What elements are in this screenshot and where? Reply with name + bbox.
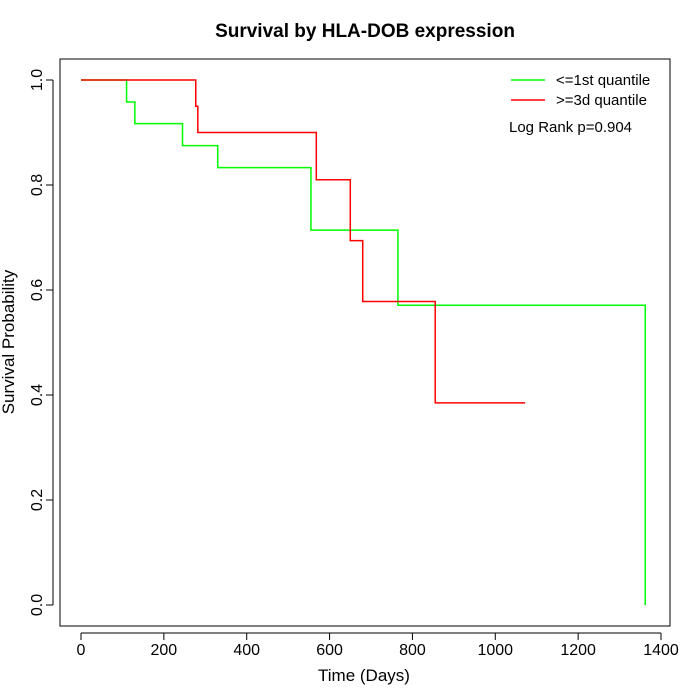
y-tick-label: 0.4: [29, 384, 46, 406]
series-line-2: [81, 79, 526, 404]
legend: <=1st quantile >=3d quantile: [511, 72, 650, 109]
legend-label-1: <=1st quantile: [556, 72, 650, 89]
x-tick-label: 400: [233, 642, 260, 659]
y-tick-label: 0.2: [29, 489, 46, 511]
x-tick-label: 1000: [477, 642, 513, 659]
x-axis: 0 200 400 600 800 1000 1200 1400: [77, 632, 679, 659]
y-tick-label: 0.8: [29, 174, 46, 196]
y-tick-label: 1.0: [29, 69, 46, 91]
x-tick-label: 200: [151, 642, 178, 659]
legend-label-2: >=3d quantile: [556, 92, 647, 109]
y-axis: 0.0 0.2 0.4 0.6 0.8 1.0: [29, 69, 54, 616]
x-axis-label: Time (Days): [318, 666, 410, 685]
y-tick-label: 0.6: [29, 279, 46, 301]
x-tick-label: 0: [77, 642, 86, 659]
x-tick-label: 800: [399, 642, 426, 659]
x-tick-label: 1400: [643, 642, 679, 659]
series-line-1: [81, 79, 647, 605]
x-tick-label: 600: [316, 642, 343, 659]
log-rank-annotation: Log Rank p=0.904: [509, 119, 632, 136]
y-tick-label: 0.0: [29, 594, 46, 616]
chart-title: Survival by HLA-DOB expression: [215, 21, 515, 42]
y-axis-label: Survival Probability: [0, 269, 18, 414]
survival-curves: [81, 79, 647, 605]
plot-frame: [59, 58, 671, 627]
x-tick-label: 1200: [560, 642, 596, 659]
